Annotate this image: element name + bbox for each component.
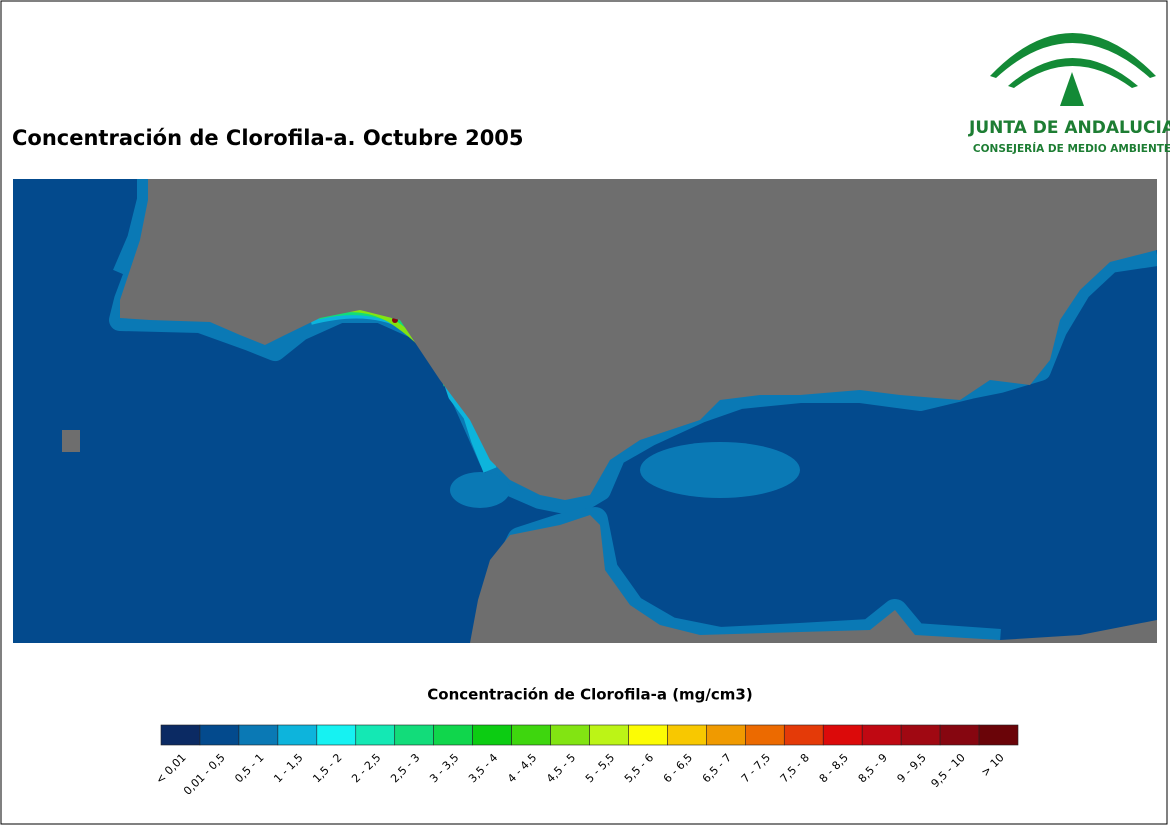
legend-swatch [628, 724, 668, 746]
legend-swatch [822, 724, 863, 746]
legend-swatch [900, 724, 941, 746]
legend-swatch [745, 724, 785, 746]
logo-name: JUNTA DE ANDALUCIA [968, 118, 1170, 138]
legend-swatch [316, 724, 357, 746]
legend-swatch [667, 724, 707, 746]
legend-swatch [472, 724, 512, 746]
legend-swatch [550, 724, 590, 746]
legend-swatch [939, 724, 980, 746]
logo-subtitle: CONSEJERÍA DE MEDIO AMBIENTE [973, 142, 1170, 155]
legend-swatch [706, 724, 746, 746]
legend-swatch [199, 724, 240, 746]
legend-swatch [394, 724, 434, 746]
legend-swatch [277, 724, 318, 746]
legend-swatch [511, 724, 551, 746]
map [13, 179, 1157, 643]
logo: JUNTA DE ANDALUCIA CONSEJERÍA DE MEDIO A… [968, 33, 1170, 155]
legend-swatch [783, 724, 824, 746]
legend-swatch [978, 724, 1019, 746]
legend-swatch [589, 724, 629, 746]
legend-swatch [433, 724, 473, 746]
legend-swatch [238, 724, 279, 746]
legend-swatch [160, 724, 201, 746]
legend-title: Concentración de Clorofila-a (mg/cm3) [427, 686, 752, 704]
legend-swatch [861, 724, 902, 746]
legend-swatch [355, 724, 396, 746]
title: Concentración de Clorofila-a. Octubre 20… [12, 126, 524, 150]
